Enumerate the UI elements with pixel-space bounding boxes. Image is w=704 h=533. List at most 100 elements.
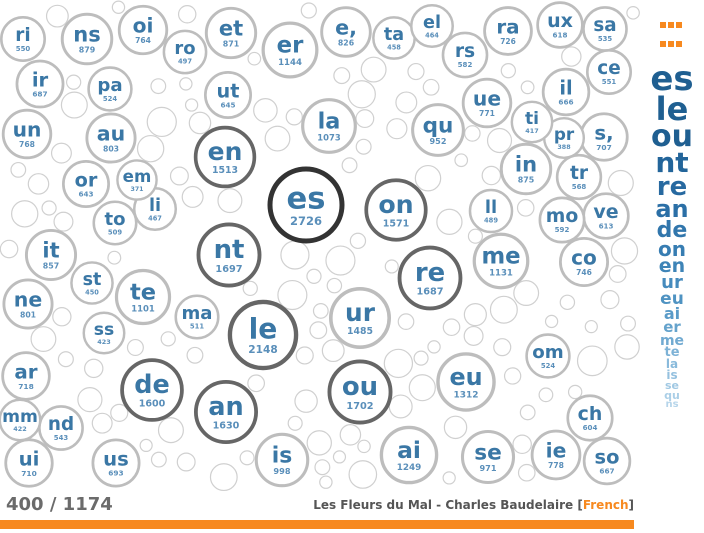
filler-bubble xyxy=(348,460,378,489)
filler-bubble xyxy=(481,165,502,186)
filler-bubble xyxy=(544,314,559,329)
filler-bubble xyxy=(321,339,345,363)
filler-bubble xyxy=(339,424,362,446)
filler-bubble xyxy=(0,239,19,259)
bubble-circle xyxy=(525,333,571,379)
bubble-count: 667 xyxy=(599,467,614,476)
bubble-circle xyxy=(204,6,258,60)
bubble-label: ue xyxy=(473,86,501,110)
bubble-count: 613 xyxy=(599,221,614,230)
bubble-label: or xyxy=(75,168,98,191)
bubble-circle xyxy=(468,188,514,234)
bubble-label: co xyxy=(571,245,597,269)
bubble-circle xyxy=(70,261,114,305)
bubble-label: an xyxy=(208,392,243,422)
bubble-label: ux xyxy=(547,10,573,32)
bubble-circle xyxy=(555,153,603,201)
filler-bubble xyxy=(513,280,540,306)
filler-bubble xyxy=(126,338,144,357)
filler-bubble xyxy=(160,331,176,347)
bubble-label: mo xyxy=(546,206,579,227)
bubble-count: 643 xyxy=(78,189,93,198)
bubble-s: s,707 xyxy=(579,112,629,162)
bubble-circle xyxy=(0,16,46,62)
filler-bubble xyxy=(150,78,167,95)
bubble-count: 509 xyxy=(108,229,122,237)
filler-bubble xyxy=(512,434,532,455)
filler-bubble xyxy=(169,166,189,186)
filler-bubble xyxy=(157,417,184,444)
bubble-count: 726 xyxy=(500,37,516,46)
bubble-circle xyxy=(117,4,169,56)
filler-bubble xyxy=(397,313,415,330)
side-rank-item: on xyxy=(658,237,686,262)
filler-bubble xyxy=(355,109,375,129)
filler-bubble xyxy=(333,67,351,85)
filler-bubble xyxy=(181,185,204,208)
filler-bubble xyxy=(50,142,72,164)
side-ranking: es le ou nt re an de on en ur eu ai er me te la is se qu ns xyxy=(640,59,704,411)
bubble-count: 687 xyxy=(32,90,47,99)
bubble-count: 1697 xyxy=(215,264,242,275)
bubble-count: 2726 xyxy=(290,214,322,228)
bubble-circle xyxy=(379,425,439,485)
side-rank-item: la xyxy=(665,357,679,372)
progress-counter: 400 / 1174 xyxy=(6,494,113,515)
bubble-label: ur xyxy=(345,298,376,327)
filler-bubble xyxy=(110,403,129,422)
bubble-count: 535 xyxy=(598,35,613,43)
bubble-circle xyxy=(203,70,253,120)
filler-bubble xyxy=(463,303,487,327)
bubble-label: me xyxy=(481,244,520,270)
bubble-count: 1687 xyxy=(416,287,443,298)
bubble-label: us xyxy=(103,447,129,470)
filler-bubble xyxy=(467,228,483,244)
side-rank-item: es xyxy=(650,59,694,99)
bubble-label: e, xyxy=(335,15,357,39)
side-rank-item: ns xyxy=(665,399,679,411)
bubble-label: nd xyxy=(48,414,74,435)
bubble-circle xyxy=(193,379,259,445)
filler-bubble xyxy=(408,374,436,402)
bubble-count: 710 xyxy=(21,469,37,478)
bubble-count: 450 xyxy=(85,288,99,296)
filler-bubble xyxy=(312,303,329,319)
bubble-label: le xyxy=(249,312,278,345)
bubble-label: rs xyxy=(455,41,475,62)
filler-bubble xyxy=(600,290,620,310)
bubble-circle xyxy=(472,232,530,290)
filler-bubble xyxy=(620,315,637,332)
bubble-count: 998 xyxy=(273,466,290,476)
bubble-circle xyxy=(320,6,372,58)
bubble-circle xyxy=(510,100,554,144)
bubble-circle xyxy=(85,112,137,164)
bubble-count: 582 xyxy=(458,60,473,69)
bubble-count: 1571 xyxy=(383,218,409,229)
credit-suffix: ] xyxy=(628,498,634,512)
bubble-label: er xyxy=(277,33,304,59)
filler-bubble xyxy=(626,6,640,20)
bubble-count: 1249 xyxy=(397,463,422,473)
filler-bubble xyxy=(422,78,440,96)
filler-bubble xyxy=(300,2,317,19)
bubble-circle xyxy=(411,103,465,157)
bubble-label: au xyxy=(97,121,125,145)
filler-bubble xyxy=(503,367,522,385)
